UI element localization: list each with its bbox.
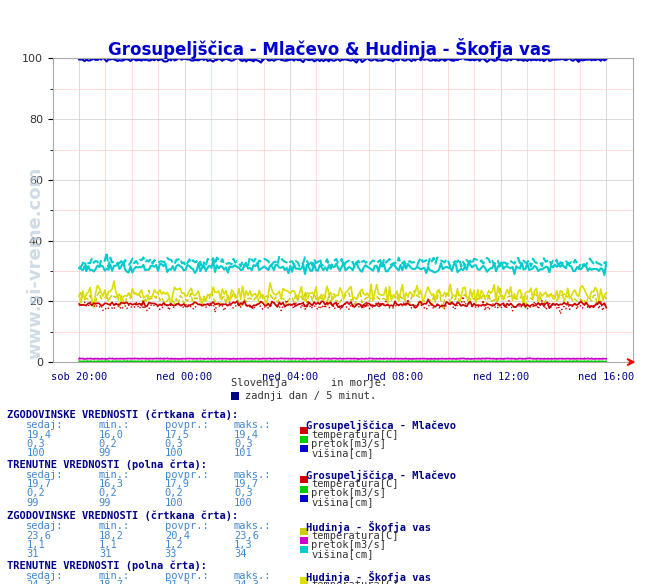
Text: temperatura[C]: temperatura[C]	[311, 530, 399, 541]
Text: 0,3: 0,3	[234, 488, 252, 499]
Text: višina[cm]: višina[cm]	[311, 449, 374, 458]
Text: sedaj:: sedaj:	[26, 521, 64, 531]
Text: 1,2: 1,2	[165, 540, 183, 550]
Text: 0,2: 0,2	[99, 439, 117, 449]
Text: ZGODOVINSKE VREDNOSTI (črtkana črta):: ZGODOVINSKE VREDNOSTI (črtkana črta):	[7, 410, 238, 420]
Text: zadnji dan / 5 minut.: zadnji dan / 5 minut.	[245, 391, 376, 401]
Text: min.:: min.:	[99, 521, 130, 531]
Text: 100: 100	[165, 498, 183, 508]
Text: 24,3: 24,3	[234, 580, 259, 584]
Text: 101: 101	[234, 449, 252, 458]
Text: 20,4: 20,4	[165, 530, 190, 541]
Text: min.:: min.:	[99, 420, 130, 430]
Text: povpr.:: povpr.:	[165, 420, 208, 430]
Text: 0,2: 0,2	[99, 488, 117, 499]
Text: maks.:: maks.:	[234, 571, 272, 580]
Text: ZGODOVINSKE VREDNOSTI (črtkana črta):: ZGODOVINSKE VREDNOSTI (črtkana črta):	[7, 511, 238, 522]
Text: maks.:: maks.:	[234, 470, 272, 480]
Text: TRENUTNE VREDNOSTI (polna črta):: TRENUTNE VREDNOSTI (polna črta):	[7, 561, 206, 571]
Text: 100: 100	[165, 449, 183, 458]
Text: 31: 31	[26, 549, 39, 559]
Text: 1,1: 1,1	[99, 540, 117, 550]
Text: Slovenija       in morje.: Slovenija in morje.	[231, 378, 387, 388]
Text: 23,6: 23,6	[26, 530, 51, 541]
Text: sedaj:: sedaj:	[26, 470, 64, 480]
Text: 19,4: 19,4	[26, 430, 51, 440]
Text: povpr.:: povpr.:	[165, 571, 208, 580]
Text: višina[cm]: višina[cm]	[311, 549, 374, 559]
Text: 19,7: 19,7	[234, 479, 259, 489]
Text: 24,3: 24,3	[26, 580, 51, 584]
Text: pretok[m3/s]: pretok[m3/s]	[311, 488, 386, 499]
Text: 16,0: 16,0	[99, 430, 124, 440]
Text: Hudinja - Škofja vas: Hudinja - Škofja vas	[306, 571, 432, 583]
Text: 16,3: 16,3	[99, 479, 124, 489]
Text: 18,2: 18,2	[99, 530, 124, 541]
Text: 1,3: 1,3	[234, 540, 252, 550]
Text: povpr.:: povpr.:	[165, 521, 208, 531]
Text: temperatura[C]: temperatura[C]	[311, 430, 399, 440]
Text: 99: 99	[99, 498, 111, 508]
Text: temperatura[C]: temperatura[C]	[311, 580, 399, 584]
Text: sedaj:: sedaj:	[26, 571, 64, 580]
Text: Grosupeljščica - Mlačevo: Grosupeljščica - Mlačevo	[306, 420, 457, 431]
Text: www.si-vreme.com: www.si-vreme.com	[26, 166, 44, 359]
Text: min.:: min.:	[99, 571, 130, 580]
Text: 21,2: 21,2	[165, 580, 190, 584]
Text: 99: 99	[26, 498, 39, 508]
Text: pretok[m3/s]: pretok[m3/s]	[311, 439, 386, 449]
Text: 19,4: 19,4	[234, 430, 259, 440]
Text: temperatura[C]: temperatura[C]	[311, 479, 399, 489]
Text: 34: 34	[234, 549, 246, 559]
Text: 17,5: 17,5	[165, 430, 190, 440]
Text: pretok[m3/s]: pretok[m3/s]	[311, 540, 386, 550]
Text: Grosupeljščica - Mlačevo & Hudinja - Škofja vas: Grosupeljščica - Mlačevo & Hudinja - Ško…	[108, 38, 551, 59]
Text: višina[cm]: višina[cm]	[311, 498, 374, 508]
Text: 1,1: 1,1	[26, 540, 45, 550]
Text: maks.:: maks.:	[234, 521, 272, 531]
Text: sedaj:: sedaj:	[26, 420, 64, 430]
Text: 0,3: 0,3	[165, 439, 183, 449]
Text: 17,9: 17,9	[165, 479, 190, 489]
Text: 0,2: 0,2	[165, 488, 183, 499]
Text: Hudinja - Škofja vas: Hudinja - Škofja vas	[306, 521, 432, 533]
Text: maks.:: maks.:	[234, 420, 272, 430]
Text: Grosupeljščica - Mlačevo: Grosupeljščica - Mlačevo	[306, 470, 457, 481]
Text: povpr.:: povpr.:	[165, 470, 208, 480]
Text: TRENUTNE VREDNOSTI (polna črta):: TRENUTNE VREDNOSTI (polna črta):	[7, 460, 206, 470]
Text: 33: 33	[165, 549, 177, 559]
Text: 0,3: 0,3	[26, 439, 45, 449]
Text: min.:: min.:	[99, 470, 130, 480]
Text: 100: 100	[26, 449, 45, 458]
Text: 100: 100	[234, 498, 252, 508]
Text: 31: 31	[99, 549, 111, 559]
Text: 19,7: 19,7	[26, 479, 51, 489]
Text: 0,2: 0,2	[26, 488, 45, 499]
Text: 99: 99	[99, 449, 111, 458]
Text: 23,6: 23,6	[234, 530, 259, 541]
Text: 18,7: 18,7	[99, 580, 124, 584]
Text: 0,3: 0,3	[234, 439, 252, 449]
